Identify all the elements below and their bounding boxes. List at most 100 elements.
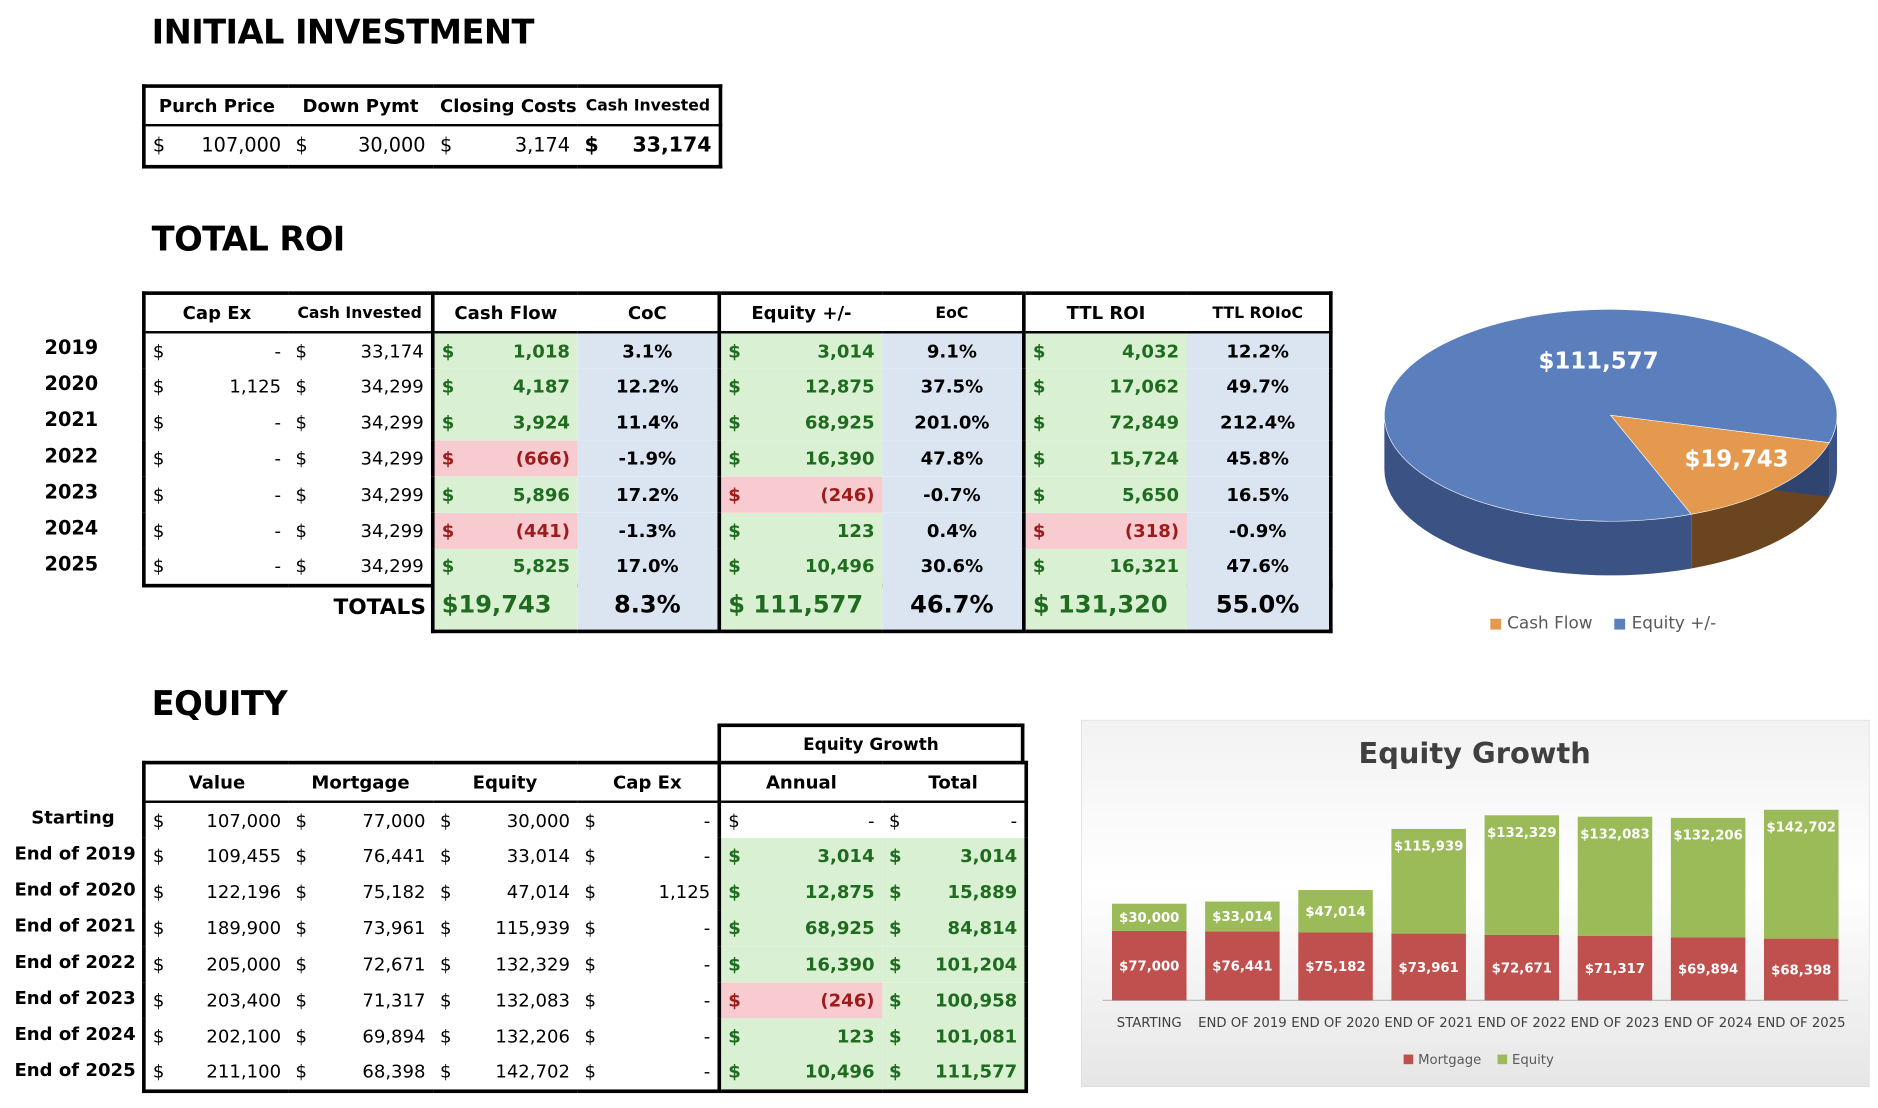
cashflow-swatch <box>1490 618 1502 629</box>
equity-bar <box>1764 809 1839 939</box>
total-growth-cell: 111,577 <box>934 1060 1018 1083</box>
equity-data-label: $47,014 <box>1305 905 1365 920</box>
currency-symbol: $ <box>1032 520 1046 542</box>
cap-ex-cell: - <box>703 953 711 976</box>
equity-data-label: $30,000 <box>1119 911 1179 926</box>
coc-cell: 3.1% <box>577 332 720 369</box>
x-tick-label: END OF 2025 <box>1757 1016 1846 1031</box>
equity-bar <box>1577 816 1653 936</box>
currency-symbol: $ <box>1032 340 1046 362</box>
legend-equity-swatch <box>1497 1054 1508 1065</box>
roi-row: $ - $34,299 $3,924 11.4% $68,925 201.0% $72,849… <box>144 404 1331 441</box>
cap-ex-cell: - <box>703 1025 711 1048</box>
cash-flow-cell: 1,018 <box>512 340 570 362</box>
currency-symbol: $ <box>1032 555 1046 577</box>
cap-ex-cell: - <box>703 1060 711 1083</box>
currency-symbol: $ <box>152 555 165 577</box>
currency-symbol: $ <box>439 133 453 157</box>
currency-symbol: $ <box>441 520 455 542</box>
equity-growth-label: Equity Growth <box>803 735 939 755</box>
header-equity-change: Equity +/- <box>717 293 882 333</box>
equity-bar <box>1111 903 1187 931</box>
cashflow-side-wall <box>1691 442 1830 569</box>
legend-mortgage: Mortgage <box>1418 1053 1481 1068</box>
currency-symbol: $ <box>889 809 901 832</box>
ttl-roi-cell: 16,321 <box>1109 555 1180 577</box>
coc-cell: 17.2% <box>577 476 720 513</box>
mortgage-cell: 76,441 <box>362 845 426 867</box>
pie-legend: Cash Flow Equity +/- <box>1490 614 1716 633</box>
currency-symbol: $ <box>152 1025 165 1048</box>
currency-symbol: $ <box>728 555 741 577</box>
legend-equity: Equity +/- <box>1631 613 1717 634</box>
mortgage-cell: 69,894 <box>362 1025 426 1048</box>
equity-change-cell: 10,496 <box>804 555 875 577</box>
currency-symbol: $ <box>295 881 308 903</box>
currency-symbol: $ <box>152 447 165 470</box>
ttl-roioc-cell: 12.2% <box>1186 332 1331 369</box>
chart-background <box>1081 719 1870 1088</box>
year-label: 2025 <box>44 552 99 576</box>
roi-totals-row: $19,743 8.3% $ 111,577 46.7% $ 131,320 5… <box>430 580 1333 633</box>
total-ttl-roi: $ 131,320 <box>1022 580 1187 631</box>
currency-symbol: $ <box>584 953 596 976</box>
cash-invested-cell: 33,174 <box>360 340 424 362</box>
header-cap-ex: Cap Ex <box>182 302 252 324</box>
ttl-roi-cell: (318) <box>1124 520 1180 542</box>
currency-symbol: $ <box>439 917 452 939</box>
equity-row-label: End of 2022 <box>14 951 136 973</box>
value-cell: 189,900 <box>206 917 282 939</box>
equity-cell: 30,000 <box>506 809 570 832</box>
currency-symbol: $ <box>584 809 596 832</box>
value-cell: 202,100 <box>206 1025 282 1048</box>
currency-symbol: $ <box>889 989 902 1012</box>
currency-symbol: $ <box>295 917 308 939</box>
equity-row-label: End of 2025 <box>14 1059 136 1082</box>
eoc-cell: 0.4% <box>881 512 1024 549</box>
header-ttl-roi: TTL ROI <box>1022 293 1187 333</box>
cap-ex-cell: - <box>274 555 282 577</box>
header-mortgage: Mortgage <box>311 771 410 794</box>
roi-row: $ - $33,174 $1,018 3.1% $3,014 9.1% $4,032 12.2% <box>144 332 1331 369</box>
equity-change-cell: (246) <box>820 483 875 506</box>
header-cash-invested: Cash Invested <box>585 96 711 115</box>
mortgage-cell: 72,671 <box>362 953 426 976</box>
currency-symbol: $ <box>152 340 165 362</box>
x-tick-label: END OF 2019 <box>1198 1016 1287 1031</box>
currency-symbol: $ <box>152 1060 165 1083</box>
equity-slice-label: $111,577 <box>1538 348 1658 374</box>
ttl-roioc-cell: 212.4% <box>1186 404 1331 441</box>
equity-row: $107,000 $77,000 $30,000 $ - $ - $ - <box>144 801 1026 838</box>
currency-symbol: $ <box>441 375 455 398</box>
header-value: Value <box>188 771 246 794</box>
equity-row-label: End of 2023 <box>14 987 136 1009</box>
equity-data-label: $132,206 <box>1673 829 1743 844</box>
currency-symbol: $ <box>152 881 165 903</box>
equity-growth-chart: Equity Growth $77,000 $30,000 STARTING $76,… <box>1081 719 1870 1088</box>
value-cell: 122,196 <box>206 881 282 903</box>
annual-growth-cell: 3,014 <box>817 845 875 867</box>
currency-symbol: $ <box>295 483 308 506</box>
equity-data-label: $115,939 <box>1394 840 1464 855</box>
currency-symbol: $ <box>439 953 452 976</box>
equity-bar <box>1298 890 1373 933</box>
value-cell: 109,455 <box>206 845 282 867</box>
mortgage-data-label: $75,182 <box>1305 960 1365 975</box>
annual-growth-cell: 123 <box>836 1025 875 1048</box>
equity-row-label: End of 2019 <box>14 842 136 865</box>
equity-row: $203,400 $71,317 $132,083 $ - $ (246) $100,958 <box>144 982 1027 1019</box>
currency-symbol: $ <box>889 1025 902 1048</box>
annual-growth-cell: 16,390 <box>804 953 875 976</box>
cash-flow-cell: (441) <box>515 520 570 542</box>
currency-symbol: $ <box>295 953 308 976</box>
currency-symbol: $ <box>728 953 741 976</box>
eoc-cell: 9.1% <box>881 332 1024 369</box>
equity-data-label: $132,083 <box>1580 827 1650 842</box>
currency-symbol: $ <box>295 375 308 398</box>
equity-row: $122,196 $75,182 $47,014 $1,125 $12,875 $15,8… <box>144 873 1027 911</box>
coc-cell: -1.9% <box>577 440 720 477</box>
cap-ex-cell: - <box>703 809 711 832</box>
ttl-roioc-cell: 47.6% <box>1186 548 1331 586</box>
mortgage-bar <box>1764 938 1839 1001</box>
currency-symbol: $ <box>295 1025 308 1048</box>
